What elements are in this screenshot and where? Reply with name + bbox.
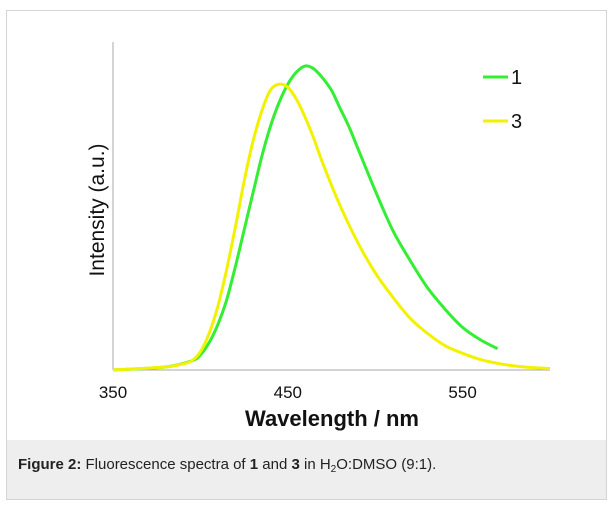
caption-compound-3: 3 [291, 456, 300, 473]
caption-text-4: O:DMSO (9:1). [336, 456, 437, 473]
caption-subscript: 2 [330, 464, 337, 475]
figure-frame [6, 10, 607, 500]
caption-figure-label: Figure 2: [18, 456, 82, 473]
caption-compound-1: 1 [249, 456, 259, 473]
series-layer [112, 64, 551, 372]
x-tick-label-450: 450 [274, 383, 302, 402]
figure-caption: Figure 2: Fluorescence spectra of 1 and … [18, 455, 598, 475]
caption-text-1: Fluorescence spectra of [81, 456, 250, 473]
caption-text-2: and [258, 456, 292, 473]
caption-band [7, 440, 606, 499]
series-line-3 [112, 82, 551, 372]
x-tick-labels: 350 450 550 [99, 383, 477, 402]
y-axis-title: Intensity (a.u.) [86, 143, 109, 276]
x-tick-label-350: 350 [99, 383, 127, 402]
caption-text-3: in H [299, 456, 331, 473]
legend-label-1: 1 [511, 67, 522, 89]
legend: 1 3 [483, 67, 522, 133]
axes [112, 42, 550, 371]
legend-label-3: 3 [511, 111, 522, 133]
series-line-1 [112, 64, 499, 372]
x-tick-label-550: 550 [448, 383, 476, 402]
x-axis-title: Wavelength / nm [245, 406, 419, 431]
